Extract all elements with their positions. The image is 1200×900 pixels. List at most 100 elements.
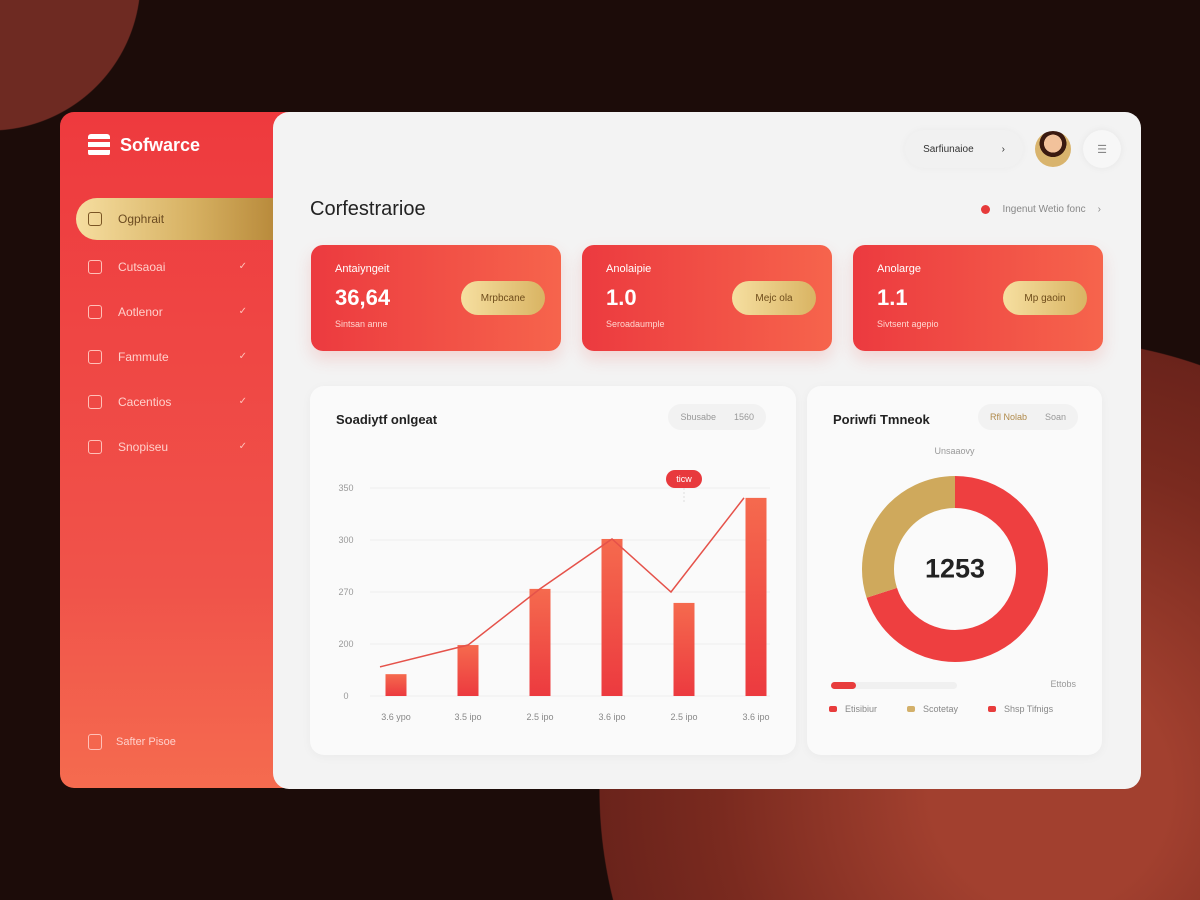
- alert-icon: [88, 304, 102, 319]
- card-label: Anolarge: [877, 263, 922, 275]
- chevron-right-icon: ›: [1097, 204, 1101, 215]
- filter-label: Ingenut Wetio fonc: [1002, 204, 1086, 215]
- check-icon: ✓: [238, 351, 247, 362]
- bar: [673, 602, 695, 696]
- y-tick-label: 200: [338, 639, 353, 649]
- card-value: 1.0: [606, 285, 637, 310]
- card-value: 36,64: [335, 285, 391, 310]
- stat-card: Anolaipie 1.0 Seroadaumple Mejc ola: [582, 245, 832, 351]
- sidebar-item-label: Ogphrait: [118, 212, 165, 226]
- legend-label: Shsp Tifnigs: [1004, 704, 1054, 714]
- page-title: Corfestrarioe: [310, 198, 426, 220]
- donut-slice: [862, 476, 956, 598]
- briefcase-icon: [88, 212, 102, 226]
- status-dot: [981, 205, 991, 214]
- logo[interactable]: Sofwarce: [88, 134, 200, 156]
- view-toggle[interactable]: Rfl Nolab Soan: [977, 404, 1078, 430]
- sidebar-item-label: Cutsaoai: [118, 259, 166, 274]
- file-icon: [88, 394, 102, 409]
- y-tick-label: 0: [343, 691, 348, 701]
- sidebar-item-label: Cacentios: [118, 394, 172, 409]
- logo-icon: [88, 134, 110, 156]
- card-label: Anolaipie: [606, 263, 652, 275]
- sidebar-item-3[interactable]: Fammute ✓: [76, 334, 273, 379]
- lock-icon: [88, 259, 102, 274]
- sidebar-item-label: Fammute: [118, 349, 169, 364]
- main-panel: Sarfiunaioe › ☰ Corfestrarioe Ingenut Wet…: [273, 112, 1141, 789]
- sidebar-item-0[interactable]: Ogphrait: [76, 198, 273, 240]
- card-button[interactable]: Mejc ola: [732, 281, 816, 315]
- sidebar-item-5[interactable]: Snopiseu ✓: [76, 424, 273, 469]
- legend-swatch: [829, 706, 837, 712]
- search-label: Sarfiunaioe: [923, 143, 974, 155]
- card-button[interactable]: Mp gaoin: [1003, 281, 1087, 315]
- inbox-icon: [88, 349, 102, 364]
- x-tick-label: 3.5 ipo: [454, 712, 481, 722]
- menu-button[interactable]: ☰: [1083, 130, 1121, 168]
- legend-item: Shsp Tifnigs: [988, 704, 1053, 714]
- progress-label: Ettobs: [1050, 679, 1076, 689]
- donut-chart: [862, 476, 1048, 662]
- sidebar-footer-link[interactable]: Safter Pisoe: [88, 734, 176, 750]
- bar: [745, 497, 767, 696]
- panel-title: Soadiytf onlgeat: [336, 412, 438, 427]
- legend-label: Scotetay: [923, 704, 959, 714]
- x-tick-label: 2.5 ipo: [670, 712, 697, 722]
- x-tick-label: 3.6 ipo: [598, 712, 625, 722]
- sidebar-item-label: Aotlenor: [118, 304, 163, 319]
- toggle-option[interactable]: Rfl Nolab: [989, 412, 1027, 422]
- sidebar-nav: Ogphrait Cutsaoai ✓ Aotlenor ✓ Fammute ✓ Ca…: [76, 198, 273, 469]
- progress-fill: [831, 682, 857, 689]
- card-sub: Sintsan anne: [335, 319, 388, 329]
- check-icon: ✓: [238, 306, 247, 317]
- period-toggle[interactable]: Sbusabe 1560: [668, 404, 766, 430]
- card-sub: Seroadaumple: [606, 319, 665, 329]
- legend-swatch: [907, 706, 916, 712]
- sidebar: Sofwarce Ogphrait Cutsaoai ✓ Aotlenor ✓ Fa…: [60, 112, 300, 788]
- toggle-option[interactable]: Soan: [1044, 412, 1066, 422]
- donut-slice: [866, 476, 1048, 662]
- bar: [601, 538, 623, 696]
- card-button[interactable]: Mrpbcane: [461, 281, 545, 315]
- check-icon: ✓: [238, 441, 247, 452]
- sidebar-item-2[interactable]: Aotlenor ✓: [76, 289, 273, 334]
- progress-bar: [831, 682, 957, 689]
- search-button[interactable]: Sarfiunaioe ›: [905, 130, 1023, 168]
- sidebar-item-1[interactable]: Cutsaoai ✓: [76, 244, 273, 289]
- menu-icon: ☰: [1097, 143, 1107, 156]
- stat-cards: Antaiyngeit 36,64 Sintsan anne Mrpbcane Ano…: [311, 245, 1103, 351]
- donut-chart-panel: Poriwfi Tmneok Rfl Nolab Soan Unsaaovy 12…: [807, 386, 1102, 755]
- sidebar-item-4[interactable]: Cacentios ✓: [76, 379, 273, 424]
- bar-chart: 0 200 270 300 350 3.6 ypo 3.5 ipo 2.5 ipo 3.6 ip…: [338, 470, 770, 722]
- y-tick-label: 350: [338, 483, 353, 493]
- brand-name: Sofwarce: [120, 134, 201, 155]
- stat-card: Anolarge 1.1 Sivtsent agepio Mp gaoin: [853, 245, 1103, 351]
- bar: [457, 645, 479, 696]
- legend-item: Etisibiur: [829, 704, 877, 714]
- x-tick-label: 3.6 ipo: [742, 712, 769, 722]
- card-value: 1.1: [877, 285, 908, 310]
- panel-title: Poriwfi Tmneok: [833, 412, 930, 427]
- toggle-option[interactable]: Sbusabe: [680, 412, 716, 422]
- calendar-icon: [88, 439, 102, 454]
- check-icon: ✓: [238, 396, 247, 407]
- bar: [529, 588, 551, 696]
- x-tick-label: 2.5 ipo: [526, 712, 553, 722]
- bar: [385, 674, 407, 696]
- donut-legend: Etisibiur Scotetay Shsp Tifnigs: [829, 704, 1053, 714]
- toggle-option[interactable]: 1560: [733, 412, 754, 422]
- footer-label: Safter Pisoe: [116, 736, 176, 748]
- filter-link[interactable]: Ingenut Wetio fonc ›: [981, 204, 1101, 215]
- card-label: Antaiyngeit: [335, 263, 390, 275]
- tooltip: [666, 470, 702, 488]
- trend-line: [379, 497, 745, 668]
- legend-swatch: [988, 706, 997, 712]
- donut-center-value: 1253: [924, 553, 986, 584]
- stat-card: Antaiyngeit 36,64 Sintsan anne Mrpbcane: [311, 245, 561, 351]
- bar-chart-panel: 0 200 270 300 350 3.6 ypo 3.5 ipo 2.5 ipo 3.6 ip…: [310, 386, 796, 755]
- legend-item: Scotetay: [907, 704, 958, 714]
- y-tick-label: 300: [338, 535, 353, 545]
- topbar: Sarfiunaioe › ☰: [905, 130, 1121, 168]
- tooltip-label: ticw: [676, 474, 692, 484]
- avatar[interactable]: [1035, 131, 1071, 167]
